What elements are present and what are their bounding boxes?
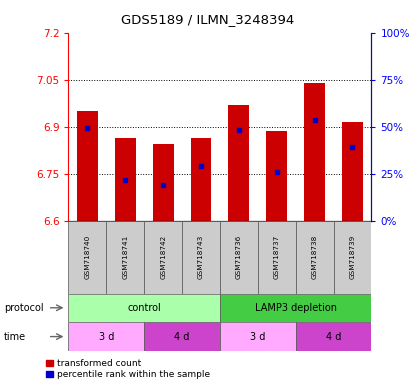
Bar [295,322,371,351]
Text: GSM718743: GSM718743 [198,235,204,280]
Text: control: control [127,303,161,313]
Text: GSM718737: GSM718737 [274,235,280,280]
Text: 3 d: 3 d [250,331,266,342]
Bar [304,83,325,221]
Bar [68,221,106,294]
Bar [68,322,144,351]
Text: GSM718740: GSM718740 [84,235,90,280]
Text: time: time [4,331,26,342]
Text: protocol: protocol [4,303,44,313]
Bar [229,105,249,221]
Bar [68,294,220,322]
Bar [182,221,220,294]
Text: 4 d: 4 d [326,331,341,342]
Text: GSM718738: GSM718738 [312,235,317,280]
Bar [106,221,144,294]
Bar [190,138,211,221]
Text: 3 d: 3 d [99,331,114,342]
Bar [144,322,220,351]
Bar [266,131,287,221]
Bar [153,144,173,221]
Text: GSM718741: GSM718741 [122,235,128,280]
Text: 4 d: 4 d [174,331,190,342]
Text: GSM718742: GSM718742 [160,235,166,280]
Bar [295,221,334,294]
Bar [342,122,363,221]
Text: GSM718739: GSM718739 [349,235,356,280]
Bar [115,138,136,221]
Legend: transformed count, percentile rank within the sample: transformed count, percentile rank withi… [46,359,210,379]
Bar [258,221,295,294]
Text: LAMP3 depletion: LAMP3 depletion [255,303,337,313]
Bar [77,111,98,221]
Bar [144,221,182,294]
Bar [220,322,295,351]
Bar [334,221,371,294]
Bar [220,294,371,322]
Text: GSM718736: GSM718736 [236,235,242,280]
Text: GDS5189 / ILMN_3248394: GDS5189 / ILMN_3248394 [121,13,294,26]
Bar [220,221,258,294]
